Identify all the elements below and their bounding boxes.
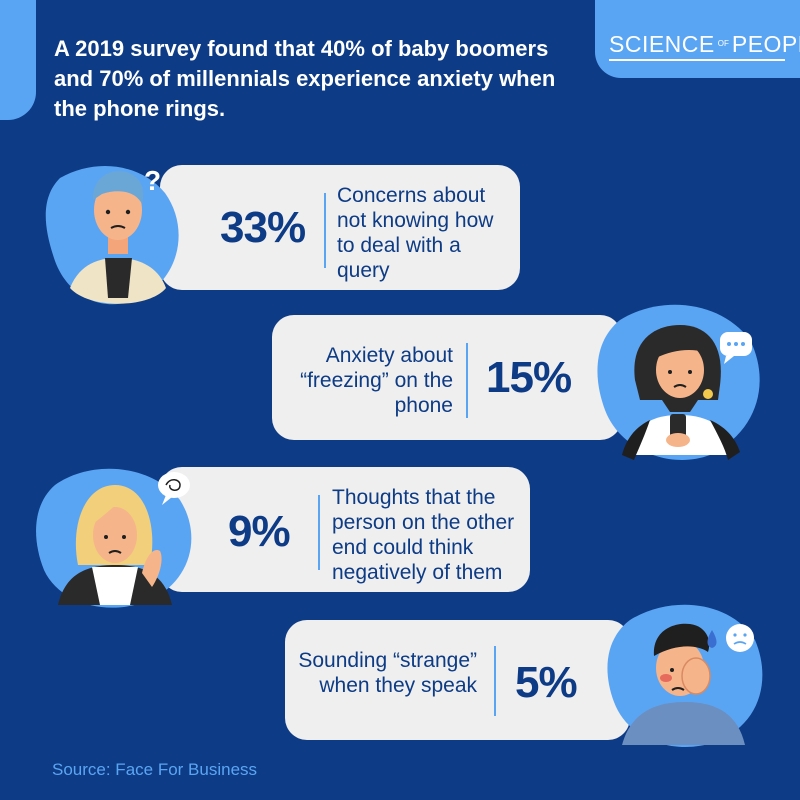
stat-card-4: Sounding “strange” when they speak 5%	[285, 620, 630, 740]
source-citation: Source: Face For Business	[52, 760, 258, 779]
stat-divider-2	[466, 343, 468, 418]
stat-card-3: 9% Thoughts that the person on the other…	[160, 467, 530, 592]
headline: A 2019 survey found that 40% of baby boo…	[54, 36, 556, 121]
logo-text-of: OF	[717, 39, 729, 48]
stat-percent-3: 9%	[228, 507, 291, 556]
logo-text-science: SCIENCE	[609, 30, 715, 57]
svg-text:?: ?	[144, 165, 161, 196]
stat-divider-3	[318, 495, 320, 570]
logo-text-people: PEOPLE	[731, 30, 800, 57]
stat-description-2: Anxiety about “freezing” on the phone	[300, 344, 453, 417]
stat-percent-1: 33%	[220, 203, 306, 252]
avatar-worried-woman-icon	[36, 468, 192, 608]
stat-percent-2: 15%	[486, 353, 572, 402]
avatar-embarrassed-man-icon	[607, 604, 763, 748]
stat-description-3: Thoughts that the person on the other en…	[332, 486, 515, 584]
stat-description-1: Concerns about not knowing how to deal w…	[337, 184, 494, 282]
stat-divider-1	[324, 193, 326, 268]
corner-decoration-left	[0, 0, 36, 120]
logo-underline	[609, 59, 785, 61]
stat-card-1: 33% Concerns about not knowing how to de…	[160, 165, 520, 290]
brand-logo: SCIENCE OF PEOPLE	[609, 24, 800, 64]
avatar-woman-phone-icon	[597, 304, 760, 460]
stat-divider-4	[494, 646, 496, 716]
corner-decoration-right	[595, 0, 800, 78]
stat-percent-4: 5%	[515, 658, 578, 707]
avatar-confused-man-icon: ?	[45, 165, 179, 305]
stat-description-4: Sounding “strange” when they speak	[298, 649, 477, 697]
stat-card-2: Anxiety about “freezing” on the phone 15…	[272, 315, 622, 440]
